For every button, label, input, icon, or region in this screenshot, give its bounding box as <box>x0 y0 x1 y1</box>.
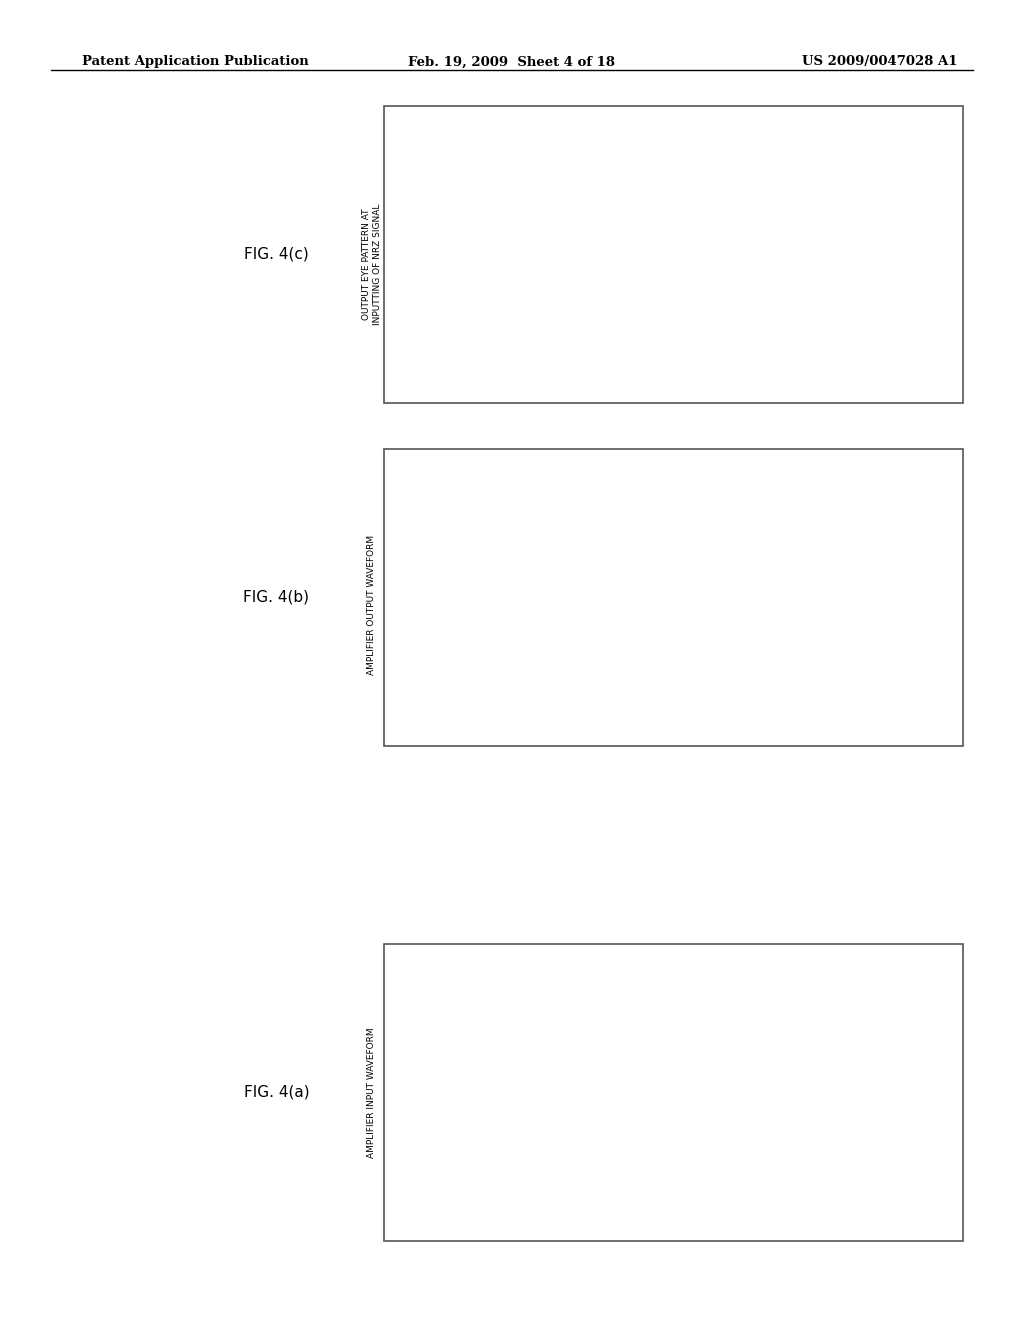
Text: LEVEL: LEVEL <box>868 189 894 198</box>
Text: THIS PART IS OBTAINED
AS OUTPUT WAVEFORM: THIS PART IS OBTAINED AS OUTPUT WAVEFORM <box>777 565 877 585</box>
Text: Vref,I: Vref,I <box>894 1074 920 1085</box>
Text: LEVEL: LEVEL <box>868 347 894 356</box>
Text: AMPLIFIER INPUT WAVEFORM: AMPLIFIER INPUT WAVEFORM <box>368 1027 377 1158</box>
Text: FIG. 4(b): FIG. 4(b) <box>244 590 309 605</box>
Text: OUTPUT EYE PATTERN AT
INPUTTING OF NRZ SIGNAL: OUTPUT EYE PATTERN AT INPUTTING OF NRZ S… <box>362 203 382 325</box>
Text: HIGH: HIGH <box>870 172 892 181</box>
Text: Patent Application Publication: Patent Application Publication <box>82 55 308 69</box>
Text: FIG. 4(c): FIG. 4(c) <box>244 247 309 261</box>
Text: LOW: LOW <box>871 330 891 339</box>
Text: US 2009/0047028 A1: US 2009/0047028 A1 <box>802 55 957 69</box>
Text: HIGH LEVEL: HIGH LEVEL <box>514 1012 567 1022</box>
Text: AMPLIFIER OUTPUT WAVEFORM: AMPLIFIER OUTPUT WAVEFORM <box>368 535 377 675</box>
Text: FIG. 4(a): FIG. 4(a) <box>244 1085 309 1100</box>
Text: LOW LEVEL: LOW LEVEL <box>618 1158 670 1167</box>
Text: Feb. 19, 2009  Sheet 4 of 18: Feb. 19, 2009 Sheet 4 of 18 <box>409 55 615 69</box>
